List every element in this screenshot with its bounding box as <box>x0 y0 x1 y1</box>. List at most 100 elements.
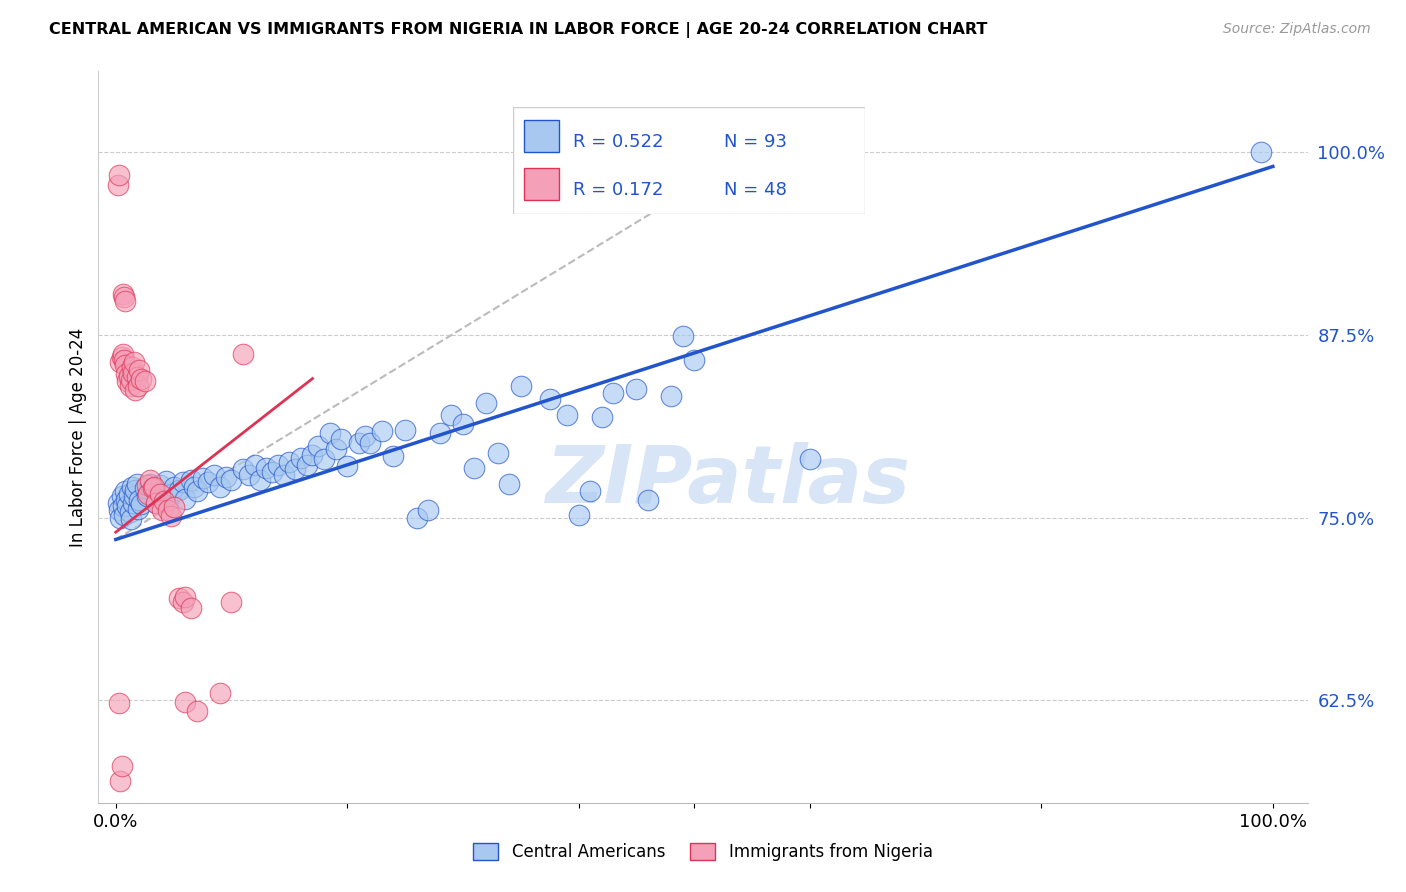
Point <box>124 489 146 503</box>
Point <box>108 503 131 517</box>
Point <box>125 370 148 384</box>
Point <box>267 458 290 472</box>
Point <box>683 352 706 367</box>
Point <box>591 409 613 424</box>
Point <box>111 286 134 301</box>
Point <box>394 423 416 437</box>
Point <box>128 493 150 508</box>
Point <box>112 508 135 522</box>
Point <box>145 496 167 510</box>
Point <box>174 590 197 604</box>
Point <box>128 363 150 377</box>
Point <box>124 483 146 497</box>
Point <box>440 408 463 422</box>
Point <box>143 480 166 494</box>
Point <box>284 462 307 476</box>
Point <box>672 329 695 343</box>
Point <box>659 389 682 403</box>
Point <box>579 484 602 499</box>
FancyBboxPatch shape <box>523 168 560 200</box>
Point <box>475 396 498 410</box>
Point <box>127 379 149 393</box>
Point <box>1250 145 1272 159</box>
Point <box>221 473 243 487</box>
Point <box>429 425 451 440</box>
Point <box>115 367 138 381</box>
Point <box>114 484 136 499</box>
Point <box>197 475 219 490</box>
Point <box>153 494 176 508</box>
Point <box>626 382 648 396</box>
Point <box>122 496 145 510</box>
Point <box>637 493 659 508</box>
Point <box>162 480 184 494</box>
Point <box>136 487 159 501</box>
Point <box>162 500 184 515</box>
Point <box>118 379 141 393</box>
Point <box>278 455 301 469</box>
Point <box>160 509 183 524</box>
Point <box>121 359 143 374</box>
Point <box>180 473 202 487</box>
Point <box>110 489 132 503</box>
Text: R = 0.172: R = 0.172 <box>574 181 664 199</box>
Point <box>156 494 179 508</box>
Point <box>486 446 509 460</box>
Text: N = 93: N = 93 <box>724 133 787 151</box>
Point <box>129 497 152 511</box>
Point <box>301 448 323 462</box>
Point <box>117 499 139 513</box>
Point <box>347 436 370 450</box>
Point <box>117 487 139 501</box>
Point <box>382 449 405 463</box>
Point <box>260 465 283 479</box>
Point <box>295 458 318 472</box>
Point <box>118 505 141 519</box>
Point <box>129 371 152 385</box>
Text: N = 48: N = 48 <box>724 181 787 199</box>
Point <box>208 686 231 700</box>
Point <box>142 481 165 495</box>
Point <box>509 379 531 393</box>
Point <box>108 696 131 710</box>
Point <box>120 512 142 526</box>
Point <box>463 460 485 475</box>
Point <box>108 168 131 182</box>
Point <box>538 392 561 406</box>
Point <box>405 510 427 524</box>
Point <box>451 417 474 431</box>
Point <box>107 496 129 510</box>
Point <box>371 424 394 438</box>
Point <box>111 499 134 513</box>
FancyBboxPatch shape <box>523 120 560 152</box>
Point <box>136 489 159 503</box>
Point <box>186 484 208 499</box>
Point <box>602 386 624 401</box>
Point <box>122 366 145 380</box>
Point <box>312 452 335 467</box>
Point <box>112 352 135 367</box>
Point <box>114 359 136 373</box>
Point <box>117 368 139 383</box>
Point <box>127 501 149 516</box>
Point <box>498 476 520 491</box>
Point <box>169 483 191 497</box>
Point <box>191 471 214 485</box>
Point <box>110 355 132 369</box>
Point <box>107 178 129 193</box>
Point <box>160 487 183 501</box>
Point <box>124 384 146 398</box>
Point <box>325 442 347 456</box>
Point <box>418 503 440 517</box>
Point <box>243 458 266 472</box>
Point <box>150 485 173 500</box>
Point <box>799 452 821 467</box>
Point <box>112 290 135 304</box>
Point <box>110 510 132 524</box>
Point <box>186 704 208 718</box>
Point <box>273 468 295 483</box>
Point <box>319 425 342 440</box>
Point <box>238 468 260 483</box>
Point <box>114 293 136 308</box>
Point <box>149 487 172 501</box>
